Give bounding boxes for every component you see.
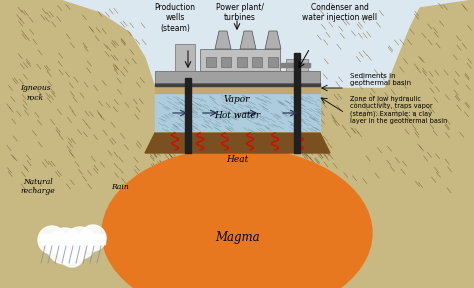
- Circle shape: [47, 228, 83, 264]
- Text: Magma: Magma: [215, 232, 259, 245]
- Text: Rain: Rain: [111, 183, 129, 191]
- Bar: [286, 59, 308, 71]
- Bar: [294, 53, 300, 153]
- Text: Power plant/
turbines: Power plant/ turbines: [216, 3, 264, 22]
- Bar: [40, 234, 105, 244]
- Text: Igneous
rock: Igneous rock: [20, 84, 50, 102]
- Polygon shape: [0, 0, 155, 160]
- Text: Heat: Heat: [226, 156, 248, 164]
- Polygon shape: [215, 31, 231, 49]
- Bar: [200, 49, 280, 71]
- Circle shape: [64, 227, 96, 259]
- Polygon shape: [265, 31, 281, 49]
- Polygon shape: [155, 93, 320, 131]
- Bar: [155, 85, 320, 93]
- Text: Natural
recharge: Natural recharge: [21, 178, 55, 195]
- Circle shape: [60, 243, 84, 267]
- Bar: [155, 83, 320, 86]
- Circle shape: [80, 225, 106, 251]
- Text: Vapor: Vapor: [224, 96, 250, 105]
- Polygon shape: [310, 0, 474, 153]
- Polygon shape: [145, 133, 330, 153]
- Bar: [268, 57, 278, 67]
- Polygon shape: [240, 31, 256, 49]
- Bar: [155, 71, 320, 83]
- Bar: [280, 63, 310, 67]
- Text: Sediments in
geothermal basin: Sediments in geothermal basin: [350, 73, 411, 86]
- Bar: [221, 57, 231, 67]
- Bar: [253, 57, 263, 67]
- Text: Condenser and
water injection well: Condenser and water injection well: [302, 3, 378, 22]
- Text: Production
wells
(steam): Production wells (steam): [155, 3, 195, 33]
- Ellipse shape: [102, 148, 372, 288]
- Bar: [237, 57, 247, 67]
- Bar: [206, 57, 216, 67]
- Bar: [185, 78, 191, 153]
- Text: Hot water: Hot water: [214, 111, 260, 120]
- Text: Zone of low hydraulic
conductivity, traps vapor
(steam). Example: a clay
layer i: Zone of low hydraulic conductivity, trap…: [350, 96, 447, 124]
- Bar: [175, 44, 195, 71]
- Bar: [0, 88, 474, 288]
- Circle shape: [38, 226, 66, 254]
